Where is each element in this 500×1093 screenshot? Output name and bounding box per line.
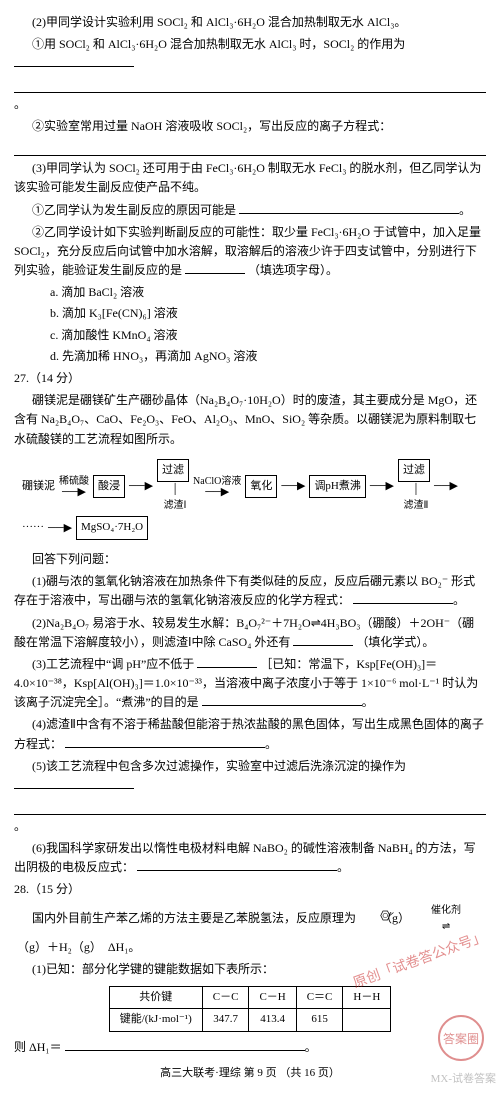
flow-box-oxidize: 氧化 <box>245 475 277 499</box>
flow-filter2-group: 过滤 │滤渣Ⅱ <box>398 459 430 515</box>
cell: C－C <box>202 986 249 1009</box>
cell: C－H <box>249 986 296 1009</box>
tail: （填化学式）。 <box>356 635 434 649</box>
table-row: 键能/(kJ·mol⁻¹) 347.7 413.4 615 <box>109 1009 391 1032</box>
ethylbenzene-structure <box>359 908 377 929</box>
q28-then: 则 ΔH₁＝ 。 <box>14 1038 486 1057</box>
q27-answer-lead: 回答下列问题： <box>14 550 486 569</box>
q27-6: (6)我国科学家研发出以惰性电极材料电解 NaBO₂ 的碱性溶液制备 NaBH₄… <box>14 839 486 877</box>
q28-1: (1)已知：部分化学键的键能数据如下表所示： <box>14 960 486 979</box>
q27-intro: 硼镁泥是硼镁矿生产硼砂晶体（Na₂B₄O₇·10H₂O）时的废渣，其主要成分是 … <box>14 391 486 449</box>
text: 。 <box>14 97 26 111</box>
text: 滤渣Ⅱ <box>403 500 428 511</box>
blank <box>239 201 459 214</box>
catalyst-label: 催化剂 <box>413 903 461 919</box>
arrow: ──▶ <box>46 523 74 534</box>
q26-2-1-text: ①用 SOCl₂ 和 AlCl₃·6H₂O 混合加热制取无水 AlCl₃ 时，S… <box>32 37 405 51</box>
text: ②实验室常用过量 NaOH 溶液吸收 SOCl₂，写出反应的离子方程式： <box>32 119 391 133</box>
arrow-label: 稀硫酸 <box>59 476 89 487</box>
q26-2-1-end: 。 <box>14 95 486 114</box>
q27-2: (2)Na₂B₄O₇ 易溶于水、较易发生水解：B₄O₇²⁻＋7H₂O⇌4H₃BO… <box>14 614 486 652</box>
blank <box>202 693 362 706</box>
q26-2: (2)甲同学设计实验利用 SOCl₂ 和 AlCl₃·6H₂O 混合加热制取无水… <box>14 13 486 32</box>
q27-head: 27.（14 分） <box>14 369 486 388</box>
q28-intro-line2: （g）＋H₂（g） ΔH₁。 <box>14 938 486 958</box>
bond-energy-table: 共价键 C－C C－H C＝C H－H 键能/(kJ·mol⁻¹) 347.7 … <box>109 986 392 1032</box>
cell: 615 <box>296 1009 343 1032</box>
process-flowchart: 硼镁泥 稀硫酸 ──▶ 酸浸 ──▶ 过滤 │滤渣Ⅰ NaClO溶液 ──▶ 氧… <box>18 455 482 544</box>
cell: 347.7 <box>202 1009 249 1032</box>
arrow: 稀硫酸 ──▶ <box>57 476 91 498</box>
q26-3-2: ②乙同学设计如下实验判断副反应的可能性：取少量 FeCl₃·6H₂O 于试管中，… <box>14 223 486 281</box>
blank-line <box>14 140 486 157</box>
arrow: ──▶ <box>127 481 155 492</box>
cell: 413.4 <box>249 1009 296 1032</box>
text-a: 国内外目前生产苯乙烯的方法主要是乙苯脱氢法，反应原理为 <box>32 910 356 924</box>
cell: 键能/(kJ·mol⁻¹) <box>109 1009 202 1032</box>
flow-box-filter2: 过滤 <box>398 459 430 483</box>
cell: H－H <box>343 986 391 1009</box>
arrow: NaClO溶液 ──▶ <box>191 476 243 498</box>
page-footer: 高三大联考·理综 第 9 页 （共 16 页） <box>14 1065 486 1083</box>
period: 。 <box>14 817 486 836</box>
flow-box-filter1: 过滤 <box>157 459 189 483</box>
blank <box>14 776 134 789</box>
q26-3: (3)甲同学认为 SOCl₂ 还可用于由 FeCl₃·6H₂O 制取无水 FeC… <box>14 159 486 197</box>
q26-options: a. 滴加 BaCl₂ 溶液 b. 滴加 K₃[Fe(CN)₆] 溶液 c. 滴… <box>14 283 486 366</box>
q26-3-1: ①乙同学认为发生副反应的原因可能是 。 <box>14 201 486 220</box>
arrow: ──▶ <box>279 481 307 492</box>
q28-intro: 国内外目前生产苯乙烯的方法主要是乙苯脱氢法，反应原理为 （g） 催化剂 ⇌ <box>14 903 486 935</box>
cell <box>343 1009 391 1032</box>
text: (3)工艺流程中“调 pH”应不低于 <box>32 657 194 671</box>
q27-5: (5)该工艺流程中包含多次过滤操作，实验室中过滤后洗涤沉淀的操作为 <box>14 757 486 795</box>
arrow: ──▶ <box>432 481 460 492</box>
arrow: ──▶ <box>368 481 396 492</box>
q26-2-2: ②实验室常用过量 NaOH 溶液吸收 SOCl₂，写出反应的离子方程式： <box>14 117 486 136</box>
q27-3: (3)工艺流程中“调 pH”应不低于 ［已知：常温下，Ksp[Fe(OH)₃]＝… <box>14 655 486 713</box>
q28-head: 28.（15 分） <box>14 880 486 899</box>
option-b: b. 滴加 K₃[Fe(CN)₆] 溶液 <box>50 304 486 323</box>
blank <box>197 655 257 668</box>
blank <box>185 261 245 274</box>
option-c: c. 滴加酸性 KMnO₄ 溶液 <box>50 326 486 345</box>
flow-residue2: │滤渣Ⅱ <box>403 482 428 514</box>
flow-start: 硼镁泥 <box>22 478 55 496</box>
arrow-label: NaClO溶液 <box>193 476 241 487</box>
flow-box-ph: 调pH煮沸 <box>309 475 365 499</box>
text-b: （g）＋H₂（g） ΔH₁。 <box>17 940 140 954</box>
blank <box>137 858 337 871</box>
ethylbenzene-g: （g） <box>380 910 410 924</box>
text: 滤渣Ⅰ <box>164 500 187 511</box>
text: 则 ΔH₁＝ <box>14 1040 62 1054</box>
blank <box>65 735 265 748</box>
flow-box-acid: 酸浸 <box>93 475 125 499</box>
cell: 共价键 <box>109 986 202 1009</box>
tail: （填选项字母）。 <box>248 263 338 277</box>
blank <box>353 591 453 604</box>
flow-box-product: MgSO₄·7H₂O <box>76 516 148 540</box>
blank <box>65 1038 305 1051</box>
q26-2-1: ①用 SOCl₂ 和 AlCl₃·6H₂O 混合加热制取无水 AlCl₃ 时，S… <box>14 35 486 73</box>
blank <box>293 633 353 646</box>
flow-filter1-group: 过滤 │滤渣Ⅰ <box>157 459 189 515</box>
q27-1: (1)硼与浓的氢氧化钠溶液在加热条件下有类似硅的反应，反应后硼元素以 BO₂⁻ … <box>14 572 486 610</box>
cell: C＝C <box>296 986 343 1009</box>
option-d: d. 先滴加稀 HNO₃，再滴加 AgNO₃ 溶液 <box>50 347 486 366</box>
blank <box>14 54 134 67</box>
q27-4: (4)滤渣Ⅱ中含有不溶于稀盐酸但能溶于热浓盐酸的黑色固体，写出生成黑色固体的离子… <box>14 715 486 753</box>
flow-residue1: │滤渣Ⅰ <box>164 482 187 514</box>
flow-dots: ······ <box>22 519 44 537</box>
blank-line <box>14 798 486 815</box>
blank-line <box>14 77 486 94</box>
option-a: a. 滴加 BaCl₂ 溶液 <box>50 283 486 302</box>
table-row: 共价键 C－C C－H C＝C H－H <box>109 986 391 1009</box>
text: ①乙同学认为发生副反应的原因可能是 <box>32 203 236 217</box>
reaction-arrow: 催化剂 ⇌ <box>413 903 461 935</box>
